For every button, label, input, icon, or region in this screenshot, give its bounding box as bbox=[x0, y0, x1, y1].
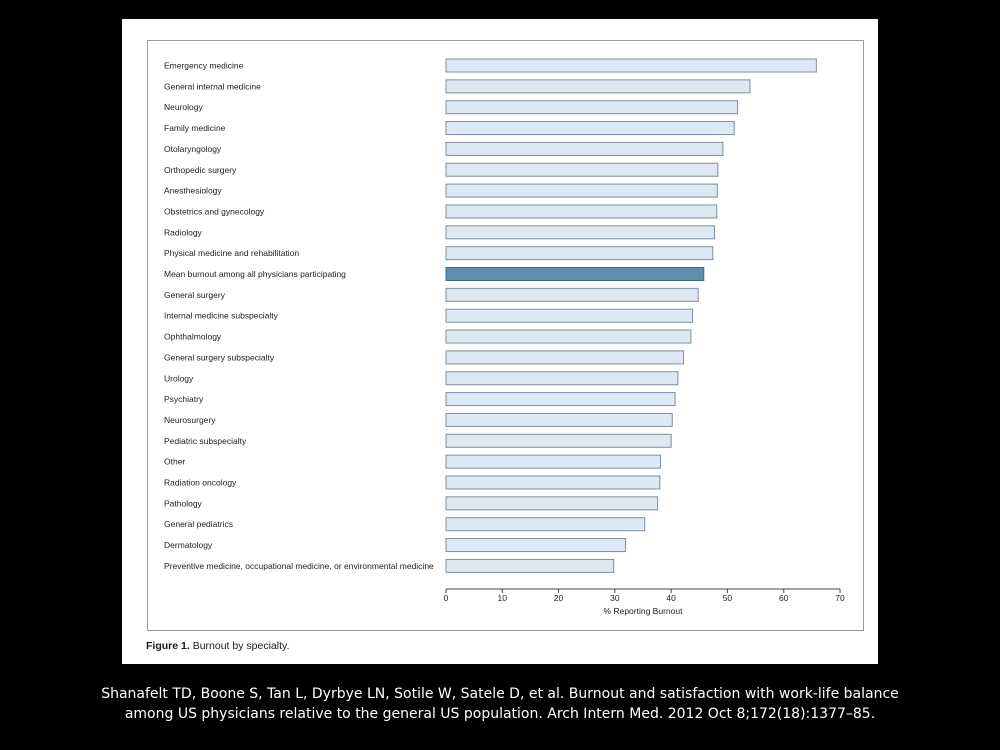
category-label: Urology bbox=[164, 373, 194, 383]
category-label: Other bbox=[164, 457, 185, 467]
x-tick-label: 40 bbox=[666, 593, 676, 603]
category-label: Anesthesiology bbox=[164, 186, 222, 196]
category-label: Radiation oncology bbox=[164, 478, 237, 488]
bar bbox=[445, 392, 676, 407]
bar bbox=[445, 308, 694, 323]
bar bbox=[445, 412, 673, 427]
category-label: Internal medicine subspecialty bbox=[164, 311, 279, 321]
bar bbox=[445, 371, 679, 386]
category-label: General surgery subspecialty bbox=[164, 352, 275, 362]
bars bbox=[445, 58, 817, 573]
bar bbox=[445, 79, 751, 94]
bar bbox=[445, 538, 627, 553]
category-label: Obstetrics and gynecology bbox=[164, 206, 265, 216]
category-label: Neurology bbox=[164, 102, 203, 112]
x-tick-label: 60 bbox=[779, 593, 789, 603]
bar bbox=[445, 225, 715, 240]
bar bbox=[445, 162, 719, 177]
bar bbox=[445, 183, 718, 198]
bar bbox=[445, 204, 718, 219]
bar bbox=[445, 475, 661, 490]
category-label: Ophthalmology bbox=[164, 332, 222, 342]
bar bbox=[445, 121, 735, 136]
x-axis: 0 10 20 30 40 50 60 70 % Reporting Burnout bbox=[444, 588, 845, 616]
category-label: Orthopedic surgery bbox=[164, 165, 237, 175]
category-label: Otolaryngology bbox=[164, 144, 222, 154]
category-label: Physical medicine and rehabilitation bbox=[164, 248, 299, 258]
category-label: Psychiatry bbox=[164, 394, 204, 404]
category-label: Mean burnout among all physicians partic… bbox=[164, 269, 346, 279]
bar bbox=[445, 58, 817, 73]
category-label: Emergency medicine bbox=[164, 61, 244, 71]
category-label: Pediatric subspecialty bbox=[164, 436, 247, 446]
x-tick-label: 30 bbox=[610, 593, 620, 603]
x-axis-title: % Reporting Burnout bbox=[604, 606, 684, 616]
category-label: Dermatology bbox=[164, 540, 213, 550]
figure-number: Figure 1. bbox=[146, 640, 190, 652]
category-label: General surgery bbox=[164, 290, 226, 300]
x-tick-label: 20 bbox=[554, 593, 564, 603]
category-label: General internal medicine bbox=[164, 81, 261, 91]
bar bbox=[445, 517, 646, 532]
bar bbox=[445, 100, 739, 115]
x-tick-label: 10 bbox=[498, 593, 508, 603]
citation: Shanafelt TD, Boone S, Tan L, Dyrbye LN,… bbox=[60, 684, 940, 724]
category-label: Radiology bbox=[164, 227, 203, 237]
citation-line-1: Shanafelt TD, Boone S, Tan L, Dyrbye LN,… bbox=[101, 686, 899, 702]
bar bbox=[445, 433, 672, 448]
category-labels: Emergency medicine General internal medic… bbox=[164, 61, 434, 571]
bar bbox=[445, 350, 685, 365]
bar bbox=[445, 558, 615, 573]
figure-caption: Figure 1. Burnout by specialty. bbox=[146, 640, 289, 652]
bar bbox=[445, 246, 714, 261]
citation-line-2: among US physicians relative to the gene… bbox=[124, 706, 876, 722]
category-label: Neurosurgery bbox=[164, 415, 216, 425]
category-label: Family medicine bbox=[164, 123, 226, 133]
bar bbox=[445, 329, 692, 344]
bar-mean-highlight bbox=[445, 267, 705, 281]
bar bbox=[445, 141, 724, 156]
bar bbox=[445, 287, 699, 302]
category-label: General pediatrics bbox=[164, 519, 233, 529]
x-tick-label: 70 bbox=[835, 593, 845, 603]
figure-caption-text: Burnout by specialty. bbox=[192, 640, 290, 652]
x-tick-label: 50 bbox=[723, 593, 733, 603]
category-label: Pathology bbox=[164, 498, 203, 508]
chart-frame bbox=[147, 40, 864, 631]
category-label: Preventive medicine, occupational medici… bbox=[164, 561, 434, 571]
bar bbox=[445, 454, 661, 469]
x-tick-label: 0 bbox=[444, 593, 449, 603]
bar bbox=[445, 496, 659, 511]
